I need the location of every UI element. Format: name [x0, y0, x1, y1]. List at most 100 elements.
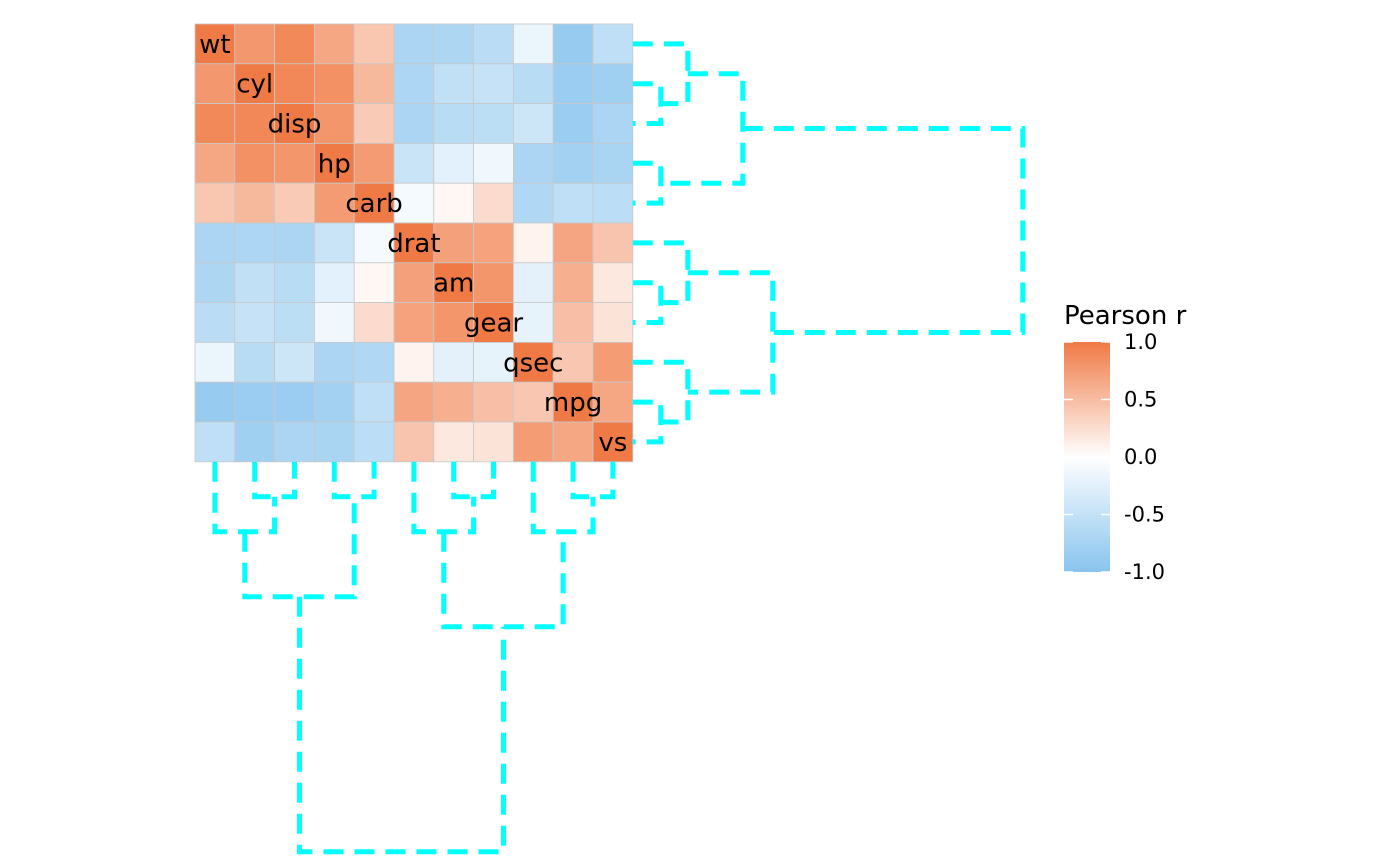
legend-ticks: 1.0 0.5 0.0 -0.5 -1.0: [1064, 330, 1165, 584]
diagonal-label-cyl: cyl: [236, 70, 273, 100]
heatmap-cell-carb-disp: [274, 182, 315, 224]
heatmap-cell-wt-cyl: [234, 23, 276, 65]
heatmap-cell-mpg-disp: [274, 381, 315, 423]
heatmap-cell-am-hp: [313, 262, 355, 303]
heatmap-cell-hp-wt: [194, 142, 236, 184]
heatmap-cell-mpg-drat: [393, 381, 435, 423]
row-dendrogram: [632, 41, 1026, 445]
heatmap-cell-carb-qsec: [513, 182, 554, 224]
heatmap-cell-wt-carb: [353, 23, 395, 65]
heatmap-cell-wt-drat: [393, 23, 435, 65]
heatmap-cell-mpg-cyl: [234, 381, 276, 423]
heatmap-cell-wt-hp: [313, 23, 355, 65]
heatmap-cell-qsec-qsec: [513, 341, 554, 383]
heatmap-cell-carb-drat: [393, 182, 435, 224]
legend-tick-label: -0.5: [1124, 503, 1165, 527]
legend-tick-label: 0.5: [1124, 388, 1157, 412]
heatmap-cell-hp-drat: [393, 142, 435, 184]
heatmap-cell-gear-gear: [473, 302, 514, 343]
heatmap-cell-qsec-vs: [592, 341, 634, 383]
heatmap-cell-mpg-qsec: [513, 381, 554, 423]
heatmap-cell-hp-carb: [353, 142, 395, 184]
heatmap-cell-wt-gear: [473, 23, 514, 65]
column-dendrogram-branch: [451, 461, 496, 500]
heatmap-cell-wt-wt: [194, 23, 236, 65]
heatmap-cell-am-disp: [274, 262, 315, 303]
column-dendrogram-branch: [331, 461, 377, 500]
heatmap-cell-disp-carb: [353, 103, 395, 144]
heatmap-cell-disp-drat: [393, 103, 435, 144]
heatmap-cell-gear-drat: [393, 302, 435, 343]
column-dendrogram-branch: [296, 596, 506, 855]
heatmap-cell-qsec-gear: [473, 341, 514, 383]
heatmap-cell-wt-disp: [274, 23, 315, 65]
heatmap-cell-carb-gear: [473, 182, 514, 224]
heatmap-cell-hp-cyl: [234, 142, 276, 184]
heatmap-cell-drat-vs: [592, 222, 634, 264]
column-dendrogram-branch: [252, 461, 297, 500]
heatmap-cell-mpg-hp: [313, 381, 355, 423]
heatmap-cell-qsec-am: [433, 341, 474, 383]
row-dendrogram-branch: [632, 160, 664, 206]
heatmap-cell-qsec-cyl: [234, 341, 276, 383]
heatmap-cell-vs-cyl: [234, 421, 276, 463]
heatmap-cell-qsec-drat: [393, 341, 435, 383]
color-legend: Pearson r 1.0 0.5 0.0 -0.5 -1.0: [1064, 301, 1187, 584]
diagonal-label-gear: gear: [464, 309, 523, 339]
diagonal-label-vs: vs: [598, 428, 627, 458]
diagonal-label-am: am: [433, 269, 474, 299]
legend-title: Pearson r: [1064, 301, 1187, 331]
heatmap-cell-am-cyl: [234, 262, 276, 303]
heatmap-cell-am-mpg: [552, 262, 594, 303]
legend-tick-label: 0.0: [1124, 445, 1157, 469]
heatmap-cell-hp-am: [433, 142, 474, 184]
heatmap-cell-gear-carb: [353, 302, 395, 343]
heatmap-cell-cyl-mpg: [552, 63, 594, 104]
heatmap-cell-wt-am: [433, 23, 474, 65]
heatmap-cell-am-qsec: [513, 262, 554, 303]
heatmap-cell-drat-qsec: [513, 222, 554, 264]
heatmap-cell-drat-drat: [393, 222, 435, 264]
heatmap-cell-am-gear: [473, 262, 514, 303]
heatmap-cell-vs-hp: [313, 421, 355, 463]
row-dendrogram-branch: [660, 71, 746, 186]
heatmap-cell-gear-am: [433, 302, 474, 343]
diagonal-label-hp: hp: [318, 149, 351, 179]
heatmap-cell-gear-wt: [194, 302, 236, 343]
heatmap-cell-cyl-disp: [274, 63, 315, 104]
heatmap-cell-am-wt: [194, 262, 236, 303]
diagonal-label-drat: drat: [387, 229, 440, 259]
heatmap-cell-qsec-carb: [353, 341, 395, 383]
heatmap-cell-vs-wt: [194, 421, 236, 463]
heatmap-cell-gear-cyl: [234, 302, 276, 343]
heatmap-cell-carb-am: [433, 182, 474, 224]
heatmap-cell-disp-vs: [592, 103, 634, 144]
heatmap-cell-carb-cyl: [234, 182, 276, 224]
heatmap-cell-disp-qsec: [513, 103, 554, 144]
column-dendrogram-branch: [242, 496, 357, 600]
heatmap-cell-disp-gear: [473, 103, 514, 144]
heatmap-cell-drat-wt: [194, 222, 236, 264]
heatmap-cell-cyl-drat: [393, 63, 435, 104]
heatmap-cell-vs-mpg: [552, 421, 594, 463]
heatmap-cell-am-am: [433, 262, 474, 303]
heatmap-cell-vs-am: [433, 421, 474, 463]
heatmap-cell-am-drat: [393, 262, 435, 303]
column-dendrogram-branch: [570, 461, 616, 500]
legend-tick-label: -1.0: [1124, 560, 1165, 584]
heatmap-cell-am-carb: [353, 262, 395, 303]
row-dendrogram-branch: [687, 270, 776, 395]
heatmap-cell-carb-wt: [194, 182, 236, 224]
heatmap-cell-vs-gear: [473, 421, 514, 463]
heatmap-cell-am-vs: [592, 262, 634, 303]
heatmap-cell-drat-disp: [274, 222, 315, 264]
diagonal-label-qsec: qsec: [503, 348, 563, 378]
heatmap-cell-cyl-vs: [592, 63, 634, 104]
column-dendrogram: [212, 461, 616, 855]
heatmap-cell-carb-vs: [592, 182, 634, 224]
heatmap-cell-gear-hp: [313, 302, 355, 343]
heatmap-cell-gear-disp: [274, 302, 315, 343]
heatmap-cell-hp-qsec: [513, 142, 554, 184]
